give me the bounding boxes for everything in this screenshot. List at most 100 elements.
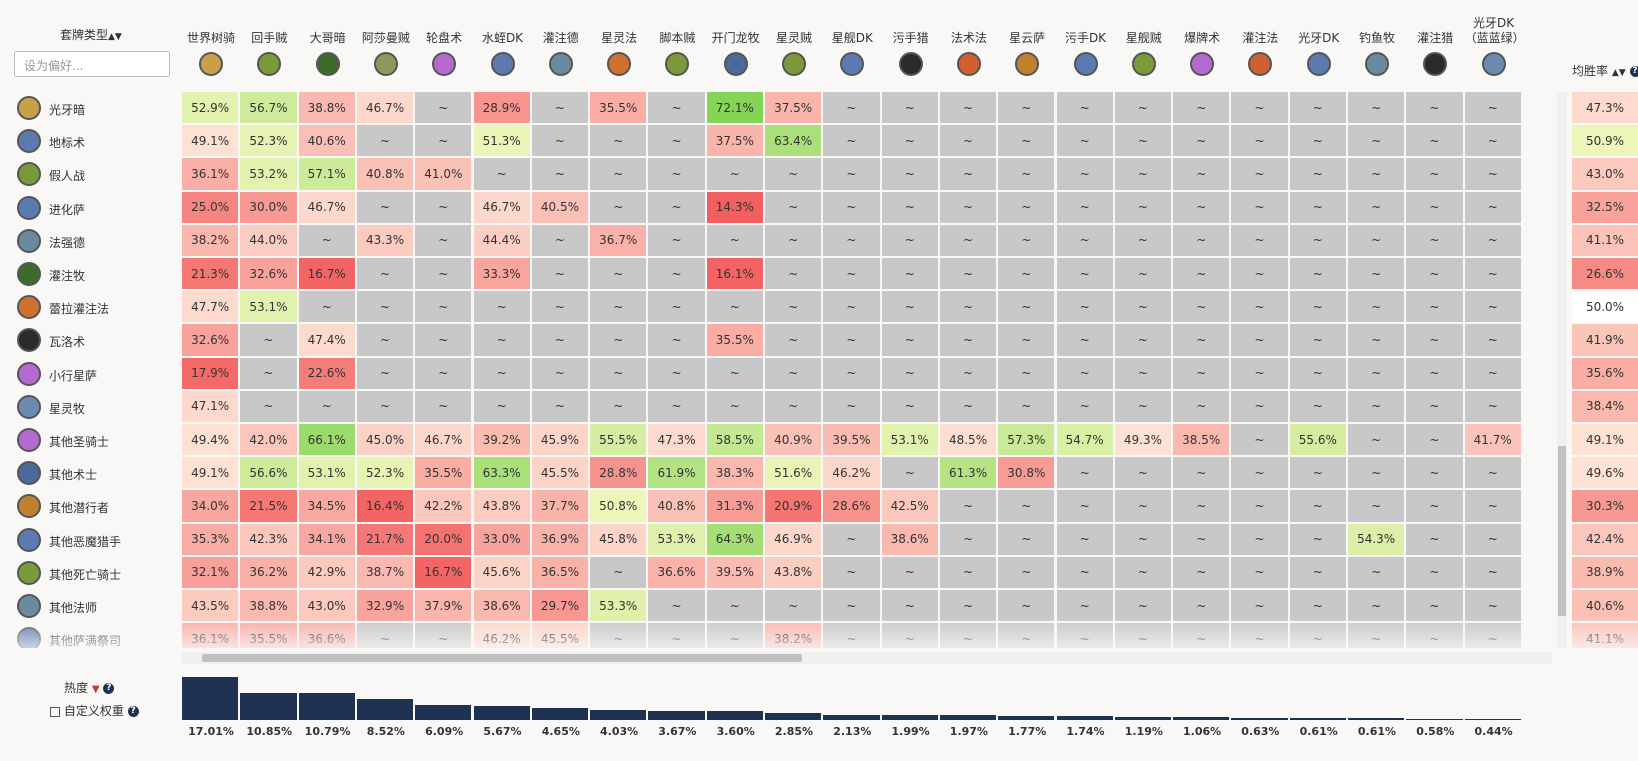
cell-label: ~ [1254,498,1265,513]
empty-cell: ~ [356,390,414,422]
cell-label: 55.6% [1298,432,1337,447]
empty-cell: ~ [1056,523,1113,555]
cell-label: 38.5% [1182,432,1221,447]
cell-label: 41.0% [424,166,463,181]
custom-weight[interactable]: 自定义权重 ? [50,702,139,719]
cell-label: ~ [1079,465,1090,480]
cell-label: ~ [1137,133,1148,148]
empty-cell: ~ [998,92,1055,124]
empty-cell: ~ [998,191,1055,223]
row-icon [17,228,41,253]
matchup-cell: 46.7% [356,92,414,124]
cell-label: 21.7% [365,532,405,547]
cell-label: ~ [438,100,449,115]
empty-cell: ~ [531,158,589,190]
empty-cell: ~ [1231,390,1288,422]
cell-label: ~ [963,532,974,547]
cell-label: 51.3% [482,133,521,148]
matchup-cell: 57.1% [298,158,355,190]
popularity-label: 10.85% [246,725,293,738]
cell-label: ~ [1196,532,1207,547]
matchup-cell: 39.2% [473,424,530,456]
matchup-cell: 38.3% [706,457,763,489]
row-name: 蕾拉灌注法 [49,302,110,317]
cell-label: ~ [671,266,682,281]
avg-cell-label: 50.0% [1585,299,1625,314]
matchup-cell: 43.8% [765,556,822,588]
cell-label: ~ [1429,498,1440,513]
row-name: 其他恶魔猎手 [49,534,122,549]
cell-label: 42.2% [424,498,463,513]
cell-label: ~ [963,266,974,281]
empty-cell: ~ [881,92,938,124]
cell-label: 16.7% [424,565,463,580]
matchup-cell: 52.3% [356,457,414,489]
filter-input[interactable]: 设为偏好... [14,51,170,77]
matchup-cell: 53.1% [881,424,938,456]
matchup-cell: 47.7% [182,291,239,323]
column-icon [373,52,398,76]
cell-label: ~ [1487,565,1498,580]
cell-label: 61.3% [948,465,988,480]
cell-label: 43.8% [774,565,813,580]
avg-cell: 40.6% [1572,590,1638,622]
cell-label: ~ [1196,498,1207,513]
cell-label: ~ [963,233,974,248]
empty-cell: ~ [823,291,880,323]
empty-cell: ~ [531,291,589,323]
popularity-label: 1.19% [1124,725,1163,738]
cell-label: 45.5% [540,465,579,480]
empty-cell: ~ [1231,457,1288,489]
empty-cell: ~ [1348,590,1405,622]
cell-label: ~ [1312,399,1323,414]
cell-label: ~ [1312,565,1323,580]
h-scrollbar[interactable] [182,652,1552,664]
popularity-label: 4.03% [600,725,639,738]
row-icon [17,162,41,187]
empty-cell: ~ [648,390,705,422]
empty-cell: ~ [1289,390,1346,422]
cell-label: ~ [438,133,449,148]
empty-cell: ~ [939,92,997,124]
cell-label: ~ [1429,598,1440,613]
cell-label: 49.1% [191,133,230,148]
v-scrollbar[interactable] [1557,92,1567,648]
matchup-cell: 39.5% [706,556,763,588]
matchup-cell: 36.5% [531,556,589,588]
popularity-bar [765,712,822,720]
empty-cell: ~ [823,390,880,422]
empty-cell: ~ [765,158,822,190]
cell-label: 28.8% [599,465,638,480]
empty-cell: ~ [1348,92,1405,124]
empty-cell: ~ [1348,390,1405,422]
empty-cell: ~ [1231,258,1288,290]
deck-type-header[interactable]: 套牌类型▲▼ [60,28,122,42]
cell-label: ~ [1429,233,1440,248]
cell-label: ~ [1254,200,1265,215]
cell-label: 53.3% [657,532,696,547]
empty-cell: ~ [1348,490,1405,522]
h-scroll-thumb[interactable] [202,654,802,662]
matchup-cell: 43.3% [356,224,414,256]
cell-label: ~ [788,399,799,414]
cell-label: 63.4% [774,133,813,148]
cell-label: ~ [1254,532,1265,547]
matchup-cell: 47.1% [182,390,239,422]
empty-cell: ~ [823,191,880,223]
popularity-bar [1231,718,1288,720]
popularity-header[interactable]: 热度 ▼ ? [64,679,115,696]
cell-label: ~ [438,399,449,414]
cell-label: ~ [1429,532,1440,547]
empty-cell: ~ [998,556,1055,588]
cell-label: ~ [1371,200,1382,215]
cell-label: 63.3% [482,465,521,480]
row-icon [17,262,41,286]
cell-label: 48.5% [948,432,988,447]
avg-header[interactable]: 均胜率 ▲▼ ? [1572,62,1638,79]
empty-cell: ~ [1464,258,1521,290]
cell-label: ~ [846,399,857,414]
empty-cell: ~ [1173,158,1230,190]
cell-label: 50.8% [599,498,638,513]
v-scroll-thumb[interactable] [1558,446,1566,616]
matchup-cell: 57.3% [998,424,1055,456]
